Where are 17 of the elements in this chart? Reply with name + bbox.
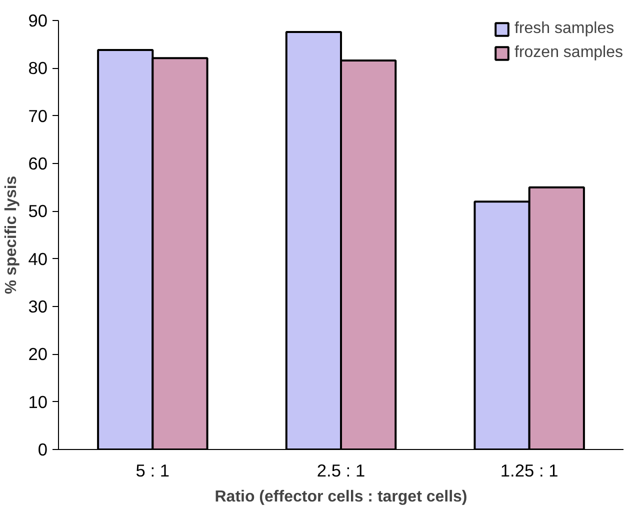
y-tick-label: 0 — [38, 440, 48, 460]
x-tick-label: 5 : 1 — [136, 460, 170, 480]
y-tick-label: 90 — [28, 10, 48, 30]
y-tick-label: 10 — [28, 392, 48, 412]
y-tick-label: 70 — [28, 106, 48, 126]
y-axis-title: % specific lysis — [3, 176, 20, 294]
y-tick-label: 20 — [28, 344, 48, 364]
y-tick-label: 30 — [28, 296, 48, 316]
legend-label: frozen samples — [514, 44, 623, 62]
y-tick-label: 80 — [28, 58, 48, 78]
x-axis-title: Ratio (effector cells : target cells) — [214, 488, 468, 506]
y-tick-label: 50 — [28, 201, 48, 222]
x-tick-label: 2.5 : 1 — [316, 460, 366, 480]
x-tick-label: 1.25 : 1 — [500, 460, 558, 480]
legend-label: fresh samples — [514, 20, 614, 38]
y-tick-label: 40 — [28, 248, 48, 269]
y-tick-label: 60 — [28, 154, 48, 174]
